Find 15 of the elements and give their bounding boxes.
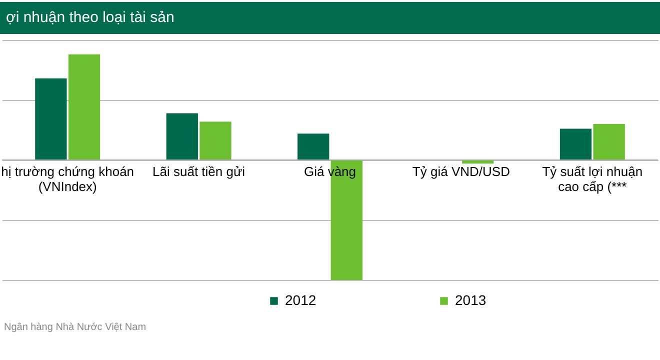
legend-label: 2012 [285, 292, 316, 308]
x-tick-label: Tỷ giá VND/USD [412, 164, 510, 179]
chart-title: ợi nhuận theo loại tài sản [0, 2, 660, 34]
bar [200, 122, 232, 160]
bar [560, 128, 592, 160]
text: Ngân hàng Nhà Nước Việt Nam [3, 322, 148, 333]
x-tick-label: Lãi suất tiền gửi [152, 164, 246, 179]
bar [68, 54, 100, 160]
bar [298, 134, 330, 160]
bar [593, 124, 625, 160]
bar [35, 78, 67, 160]
x-tick-label: hị trường chứng khoán (VNIndex) [1, 164, 134, 194]
x-tick-label: Tỷ suất lợi nhuận cao cấp (*** [542, 164, 643, 194]
legend-label: 2013 [455, 292, 486, 308]
bar [166, 113, 198, 160]
